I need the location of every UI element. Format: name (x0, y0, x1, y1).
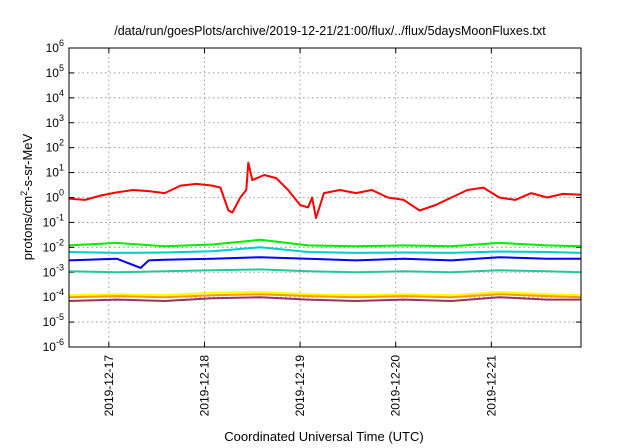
x-tick-label-0: 2019-12-17 (102, 355, 116, 417)
y-tick-label-8: 102 (46, 138, 64, 155)
x-tick-label-4: 2019-12-21 (484, 355, 498, 417)
y-tick-label-7: 101 (46, 163, 64, 180)
y-tick-label-2: 10-4 (43, 287, 64, 304)
series-line-6 (68, 293, 582, 299)
chart-title: /data/run/goesPlots/archive/2019-12-21/2… (114, 24, 546, 38)
series-line-5 (68, 291, 582, 297)
y-tick-label-1: 10-5 (43, 312, 64, 329)
x-tick-label-2: 2019-12-19 (293, 355, 307, 417)
y-tick-label-4: 10-2 (43, 237, 64, 254)
svg-text:protons/cm2-s-sr-MeV: protons/cm2-s-sr-MeV (19, 133, 35, 260)
x-axis: 2019-12-17 2019-12-18 2019-12-19 2019-12-20… (102, 48, 498, 417)
y-tick-label-12: 106 (46, 38, 64, 55)
series-line-0 (68, 161, 582, 219)
x-tick-label-3: 2019-12-20 (389, 355, 403, 417)
y-tick-label-11: 105 (46, 63, 64, 80)
y-axis-label-base: protons/cm (20, 196, 35, 260)
y-tick-label-3: 10-3 (43, 262, 64, 279)
y-axis-label-rest: -s-sr-MeV (20, 133, 35, 190)
series-line-3 (68, 256, 581, 269)
y-axis-label-sup: 2 (19, 191, 29, 196)
series-line-2 (68, 246, 582, 254)
x-axis-label: Coordinated Universal Time (UTC) (224, 429, 423, 444)
grid-lines (69, 48, 581, 347)
y-axis: 10-6 10-5 10-4 10-3 10-2 10-1 100 101 102 103 104 1… (43, 38, 581, 354)
series-line-7 (68, 296, 581, 302)
y-tick-label-9: 103 (46, 113, 64, 130)
plot-frame (68, 47, 582, 348)
y-tick-label-0: 10-6 (43, 337, 64, 354)
y-tick-label-10: 104 (46, 88, 64, 105)
series-lines (68, 161, 582, 302)
y-tick-label-6: 100 (46, 188, 64, 205)
y-tick-label-5: 10-1 (43, 212, 64, 229)
series-line-1 (68, 238, 582, 248)
x-tick-label-1: 2019-12-18 (197, 355, 211, 417)
series-line-4 (68, 268, 582, 274)
y-axis-label: protons/cm2-s-sr-MeV (19, 133, 35, 260)
